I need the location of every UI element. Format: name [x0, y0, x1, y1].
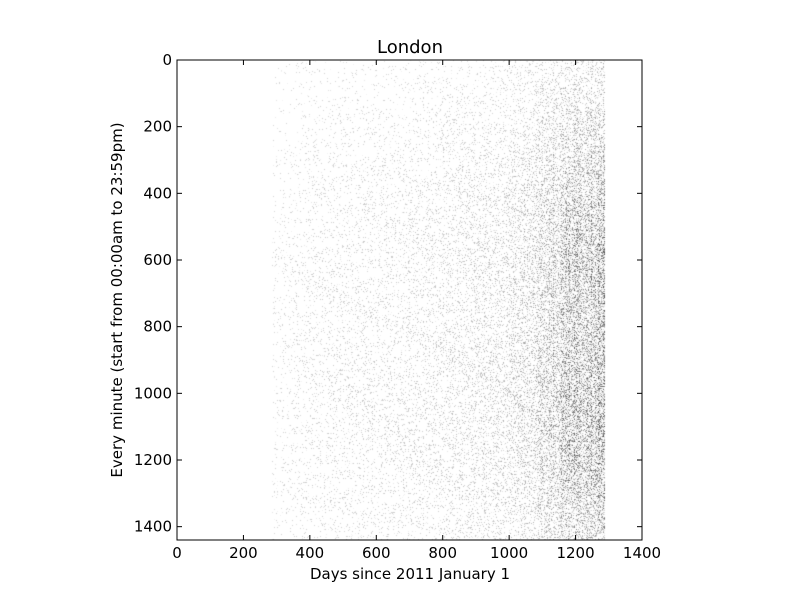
x-tick-label: 400: [296, 544, 325, 562]
x-axis-label: Days since 2011 January 1: [310, 565, 510, 583]
x-tick-label: 1400: [623, 544, 661, 562]
x-tick-label: 200: [229, 544, 258, 562]
x-tick-label: 0: [172, 544, 182, 562]
y-tick-label: 800: [143, 318, 172, 336]
chart-title: London: [377, 37, 443, 58]
plot-area: [176, 59, 643, 541]
y-tick-label: 1000: [134, 384, 172, 402]
x-tick-label: 800: [428, 544, 457, 562]
x-tick-label: 1200: [556, 544, 594, 562]
y-tick-label: 0: [162, 51, 172, 69]
y-tick-label: 1200: [134, 451, 172, 469]
x-tick-label: 600: [362, 544, 391, 562]
y-tick-label: 200: [143, 118, 172, 136]
heatmap-image: [177, 60, 642, 540]
y-axis-label: Every minute (start from 00:00am to 23:5…: [108, 122, 126, 477]
x-axis: 0 200 400 600 800 1000 1200 1400: [172, 60, 661, 562]
y-tick-label: 400: [143, 184, 172, 202]
y-tick-label: 600: [143, 251, 172, 269]
x-tick-label: 1000: [490, 544, 528, 562]
plot-frame: [176, 59, 643, 541]
y-axis: 0 200 400 600 800 1000 1200 1400: [134, 51, 642, 536]
y-tick-label: 1400: [134, 518, 172, 536]
